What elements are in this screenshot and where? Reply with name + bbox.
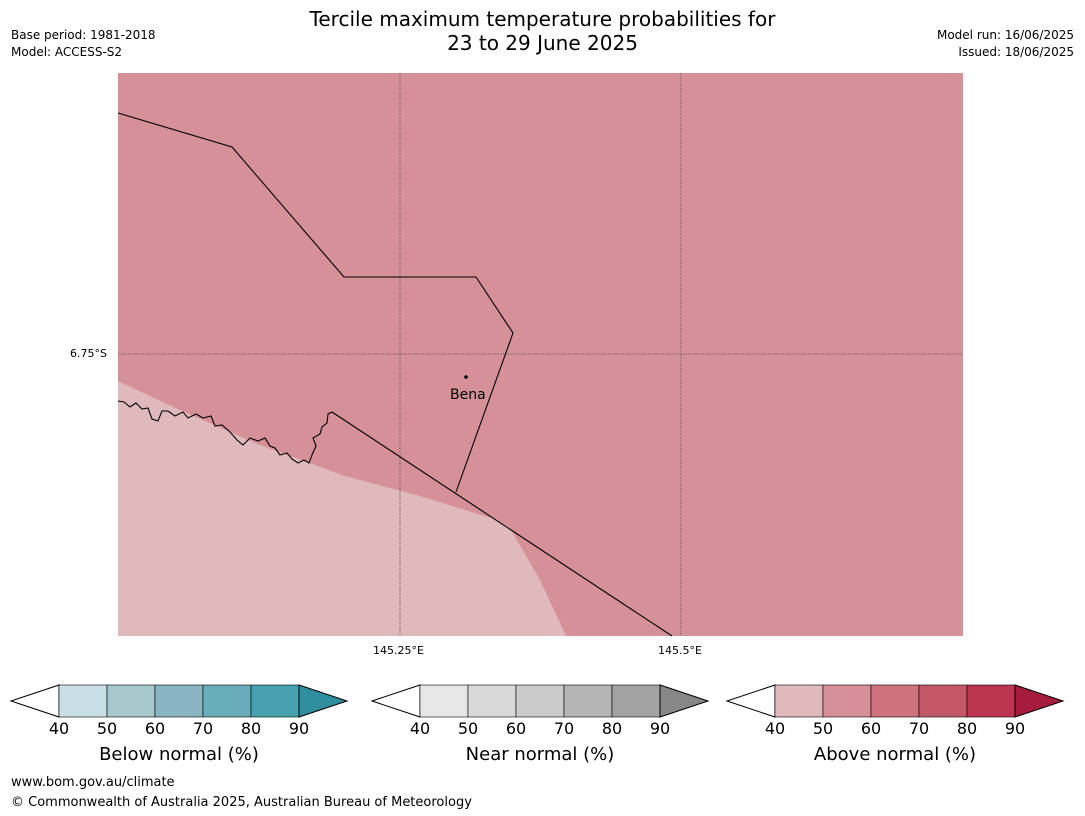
above-tick-50: 50 [812,719,834,738]
colorbar-below-bin-1 [58,684,108,718]
near-tick-70: 70 [553,719,575,738]
near-tick-40: 40 [409,719,431,738]
map-title: Tercile maximum temperature probabilitie… [0,7,1085,55]
colorbar-above-max-arrow [1014,684,1065,718]
near-tick-90: 90 [649,719,671,738]
below-tick-80: 80 [240,719,262,738]
above-normal-label: Above normal (%) [813,744,977,765]
colorbar-below-min-arrow [9,684,60,718]
boundary-line-south [331,411,673,637]
above-tick-40: 40 [764,719,786,738]
colorbar-near-min-arrow [370,684,421,718]
probability-map [117,73,963,637]
colorbar-near-bin-1 [419,684,469,718]
below-tick-60: 60 [144,719,166,738]
coastline [117,400,333,464]
colorbar-above-min-arrow [725,684,776,718]
colorbar-near-bin-3 [515,684,565,718]
bena-marker [464,375,468,379]
below-tick-50: 50 [96,719,118,738]
title-line-1: Tercile maximum temperature probabilitie… [309,7,776,31]
colorbar-below-bin-2 [106,684,156,718]
colorbar-near-bin-4 [563,684,613,718]
above-tick-90: 90 [1004,719,1026,738]
footer-copyright: © Commonwealth of Australia 2025, Austra… [11,795,472,810]
lon-label-145-25: 145.25°E [373,644,424,657]
colorbar-near-bin-2 [467,684,517,718]
colorbar-above-normal [725,684,1066,718]
place-label-bena: Bena [450,387,486,403]
lat-label: 6.75°S [70,347,107,360]
colorbar-below-bin-3 [154,684,204,718]
near-tick-80: 80 [601,719,623,738]
map-region-above-40-50 [118,381,566,636]
boundary-line-north [117,112,514,493]
meta-left: Base period: 1981-2018 Model: ACCESS-S2 [11,27,156,61]
below-tick-70: 70 [192,719,214,738]
below-normal-label: Below normal (%) [99,744,259,765]
colorbar-near-normal [370,684,711,718]
near-tick-60: 60 [505,719,527,738]
colorbar-above-bin-1 [774,684,824,718]
above-tick-80: 80 [956,719,978,738]
colorbar-above-bin-3 [870,684,920,718]
below-tick-90: 90 [288,719,310,738]
colorbar-near-bin-5 [611,684,661,718]
colorbar-below-normal [9,684,350,718]
above-tick-70: 70 [908,719,930,738]
meta-right: Model run: 16/06/2025 Issued: 18/06/2025 [937,27,1074,61]
lon-label-145-5: 145.5°E [658,644,702,657]
above-tick-60: 60 [860,719,882,738]
colorbar-below-bin-5 [250,684,300,718]
model-name: Model: ACCESS-S2 [11,45,123,59]
colorbar-below-bin-4 [202,684,252,718]
colorbar-below-max-arrow [298,684,349,718]
base-period: Base period: 1981-2018 [11,28,156,42]
issued-date: Issued: 18/06/2025 [958,45,1074,59]
near-tick-50: 50 [457,719,479,738]
below-tick-40: 40 [48,719,70,738]
footer-url[interactable]: www.bom.gov.au/climate [11,775,175,790]
near-normal-label: Near normal (%) [465,744,615,765]
model-run: Model run: 16/06/2025 [936,28,1074,42]
colorbar-above-bin-4 [918,684,968,718]
colorbar-near-max-arrow [659,684,710,718]
title-line-2: 23 to 29 June 2025 [447,31,638,55]
colorbar-above-bin-5 [966,684,1016,718]
colorbar-above-bin-2 [822,684,872,718]
